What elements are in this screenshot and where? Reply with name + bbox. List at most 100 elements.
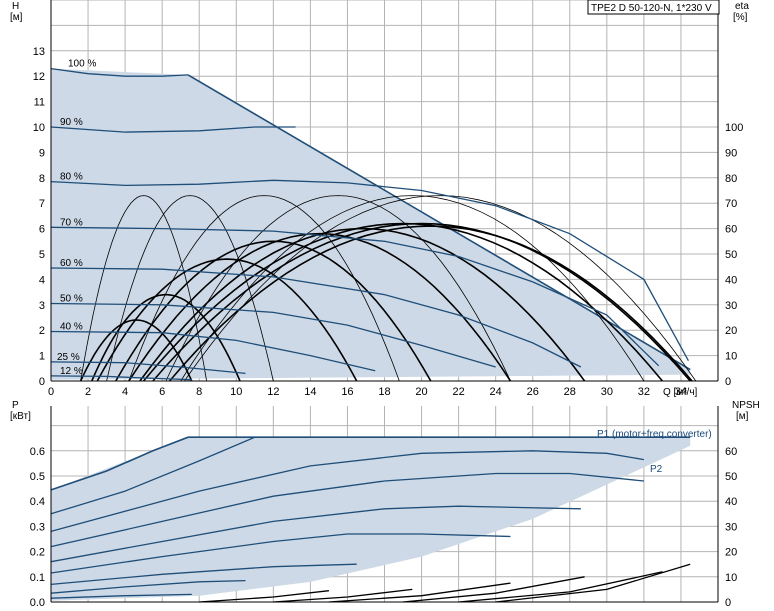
- y2-axis-label: eta: [735, 1, 749, 12]
- efficiency-curve: [128, 195, 400, 382]
- head-curve: [50, 126, 296, 133]
- power-curve: [50, 436, 691, 491]
- speed-label: 25 %: [57, 352, 80, 363]
- y2-tick-label: 50: [725, 249, 737, 261]
- y2-tick-label: 100: [725, 122, 743, 134]
- y2-axis-label: NPSH: [732, 400, 760, 411]
- head-curve: [50, 330, 376, 372]
- speed-label: 70 %: [60, 217, 83, 228]
- y2-axis-unit: [м]: [736, 411, 749, 422]
- x-tick-label: 34: [675, 386, 687, 398]
- y-axis-unit: [кВт]: [10, 411, 31, 422]
- y2-axis-unit: [%]: [733, 12, 748, 23]
- power-curve: [50, 505, 581, 563]
- y-tick-label: 3: [39, 300, 45, 312]
- labels-layer: TPE2 D 50-120-N, 1*230 V: [587, 0, 720, 15]
- y-tick-label: 4: [39, 274, 45, 286]
- efficiency-curve: [152, 222, 691, 382]
- power-curve: [50, 579, 246, 594]
- npsh-curve: [458, 571, 663, 603]
- x-tick-label: 8: [196, 386, 202, 398]
- power-curve: [50, 593, 192, 599]
- power-curve: [50, 436, 256, 515]
- y2-tick-label: 50: [725, 471, 737, 483]
- x-tick-label: 4: [122, 386, 128, 398]
- efficiency-curve: [165, 195, 511, 382]
- head-curve: [50, 375, 192, 381]
- x-tick-label: 24: [490, 386, 502, 398]
- y-tick-label: 0.2: [30, 547, 45, 559]
- y-tick-label: 8: [39, 173, 45, 185]
- chart-title: TPE2 D 50-120-N, 1*230 V: [591, 3, 712, 14]
- y2-tick-label: 90: [725, 147, 737, 159]
- y-tick-label: 10: [33, 122, 45, 134]
- y-tick-label: 7: [39, 198, 45, 210]
- legend-p2: P2: [650, 464, 663, 475]
- y-axis-label: P: [12, 400, 19, 411]
- npsh-curve: [273, 588, 413, 603]
- y-axis-unit: [м]: [10, 12, 23, 23]
- x-tick-label: 28: [564, 386, 576, 398]
- power-curve: [50, 533, 511, 574]
- speed-label: 50 %: [60, 294, 83, 305]
- y2-tick-label: 20: [725, 325, 737, 337]
- x-tick-label: 10: [230, 386, 242, 398]
- x-tick-label: 12: [267, 386, 279, 398]
- x-tick-label: 30: [601, 386, 613, 398]
- x-tick-label: 26: [527, 386, 539, 398]
- head-curve: [50, 361, 246, 375]
- y-tick-label: 0.4: [30, 496, 45, 508]
- speed-label: 90 %: [60, 117, 83, 128]
- head-curve: [50, 267, 582, 368]
- x-tick-label: 20: [415, 386, 427, 398]
- head-curve: [50, 302, 496, 368]
- efficiency-curve: [142, 222, 664, 382]
- npsh-curve: [328, 582, 511, 603]
- npsh-curve: [199, 590, 329, 603]
- x-tick-label: 14: [304, 386, 316, 398]
- speed-label: 60 %: [60, 258, 83, 269]
- y-tick-label: 13: [33, 46, 45, 58]
- y2-tick-label: 80: [725, 173, 737, 185]
- operating-area: [51, 68, 691, 380]
- y2-tick-label: 20: [725, 547, 737, 559]
- power-curve: [50, 563, 357, 586]
- head-curve: [50, 226, 660, 367]
- x-tick-label: 22: [452, 386, 464, 398]
- x-tick-label: 18: [378, 386, 390, 398]
- y2-tick-label: 60: [725, 224, 737, 236]
- y-tick-label: 12: [33, 71, 45, 83]
- speed-label: 80 %: [60, 172, 83, 183]
- y-tick-label: 0.6: [30, 446, 45, 458]
- y-axis-label: H: [12, 1, 19, 12]
- y-tick-label: 0.5: [30, 471, 45, 483]
- speed-label: 40 %: [60, 321, 83, 332]
- y-tick-label: 1: [39, 351, 45, 363]
- legend-p1: P1 (motor+freq.converter): [597, 429, 712, 440]
- y2-tick-label: 30: [725, 300, 737, 312]
- y-tick-label: 11: [34, 97, 45, 109]
- efficiency-curve: [96, 258, 358, 382]
- y2-tick-label: 40: [725, 496, 737, 508]
- efficiency-curve: [91, 293, 241, 382]
- y2-tick-label: 10: [725, 351, 737, 363]
- y2-tick-label: 60: [725, 446, 737, 458]
- y-tick-label: 0.3: [30, 521, 45, 533]
- efficiency-curve: [115, 240, 432, 382]
- npsh-curve: [495, 563, 691, 603]
- y-tick-label: 2: [39, 325, 45, 337]
- efficiency-curve: [184, 195, 697, 382]
- efficiency-curve: [80, 195, 207, 382]
- y-tick-label: 5: [39, 249, 45, 261]
- x-tick-label: 2: [85, 386, 91, 398]
- y2-tick-label: 70: [725, 198, 737, 210]
- efficiency-curve: [139, 227, 586, 382]
- power-curve: [50, 450, 645, 533]
- y2-tick-label: 30: [725, 521, 737, 533]
- x-axis-label: Q [м³/ч]: [663, 387, 698, 398]
- speed-label: 100 %: [68, 59, 96, 70]
- x-tick-label: 32: [638, 386, 650, 398]
- y-tick-label: 0.0: [30, 597, 45, 609]
- efficiency-curve: [168, 225, 693, 382]
